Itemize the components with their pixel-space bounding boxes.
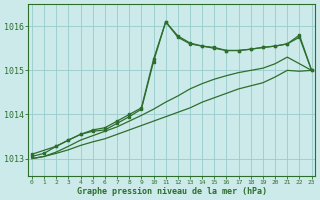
X-axis label: Graphe pression niveau de la mer (hPa): Graphe pression niveau de la mer (hPa) [77,187,267,196]
